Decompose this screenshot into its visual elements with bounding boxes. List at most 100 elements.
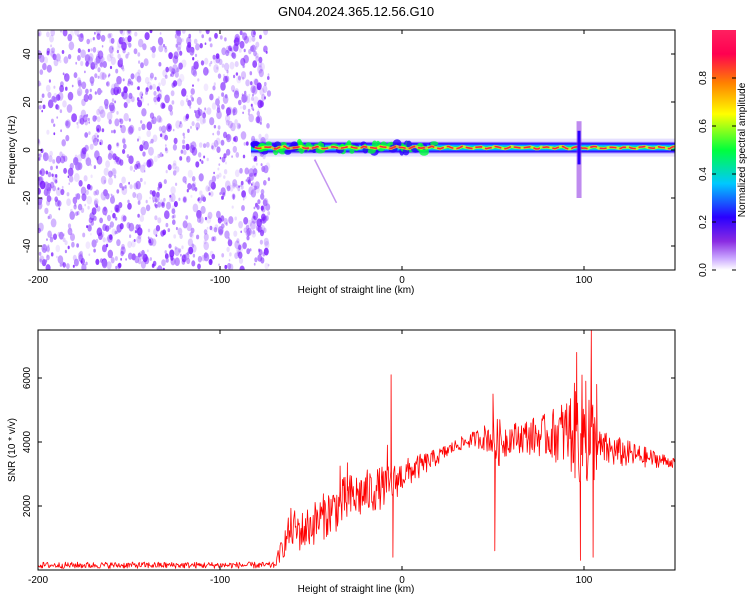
noise-blob: [157, 186, 160, 191]
noise-blob: [71, 84, 74, 88]
noise-blob: [171, 100, 175, 105]
noise-blob: [162, 69, 168, 78]
noise-blob: [97, 50, 104, 60]
noise-blob: [250, 103, 253, 107]
noise-blob: [256, 82, 262, 91]
y-tick-label: 4000: [22, 430, 33, 453]
band-ridge: [254, 145, 675, 150]
noise-blob: [108, 225, 112, 230]
noise-blob: [46, 50, 50, 56]
noise-blob: [157, 36, 164, 46]
noise-blob: [38, 153, 42, 158]
noise-blob: [91, 218, 94, 222]
noise-blob: [219, 35, 223, 40]
noise-blob: [47, 99, 54, 109]
noise-blob: [96, 227, 103, 237]
noise-blob: [50, 118, 54, 124]
noise-blob: [191, 260, 196, 267]
noise-blob: [77, 252, 83, 260]
noise-blob: [100, 34, 106, 42]
noise-blob: [255, 55, 260, 62]
noise-blob: [242, 32, 248, 41]
noise-blob: [107, 152, 113, 161]
noise-blob: [252, 93, 254, 97]
noise-blob: [106, 81, 110, 87]
noise-blob: [109, 221, 114, 228]
noise-blob: [128, 181, 131, 185]
noise-blob: [160, 102, 165, 109]
noise-blob: [159, 32, 162, 35]
noise-blob: [241, 190, 247, 198]
noise-blob: [189, 47, 195, 56]
noise-blob: [56, 104, 60, 111]
noise-blob: [256, 204, 260, 210]
noise-blob: [168, 104, 173, 112]
noise-blob: [204, 107, 207, 111]
noise-blob: [220, 187, 226, 196]
noise-blob: [244, 167, 250, 175]
noise-blob: [234, 252, 239, 259]
noise-blob: [136, 192, 143, 202]
noise-blob: [191, 97, 195, 102]
noise-blob: [46, 31, 50, 38]
noise-blob: [194, 53, 198, 58]
noise-blob: [86, 183, 91, 190]
noise-blob: [236, 75, 242, 84]
noise-blob: [127, 83, 129, 86]
noise-blob: [61, 138, 66, 146]
noise-blob: [206, 30, 209, 33]
noise-blob: [144, 76, 150, 85]
noise-blob: [231, 155, 233, 158]
noise-blob: [85, 88, 89, 95]
noise-blob: [55, 155, 62, 164]
noise-blob: [110, 196, 115, 204]
noise-blob: [256, 110, 260, 117]
noise-blob: [121, 41, 127, 51]
band-tail: [313, 159, 338, 204]
noise-blob: [192, 203, 199, 213]
noise-blob: [177, 33, 180, 37]
noise-blob: [118, 118, 122, 123]
figure-title: GN04.2024.365.12.56.G10: [278, 4, 434, 19]
noise-blob: [176, 78, 182, 87]
noise-blob: [172, 80, 178, 87]
noise-blob: [242, 63, 246, 69]
noise-blob: [114, 230, 117, 235]
noise-blob: [209, 250, 214, 257]
noise-blob: [242, 93, 248, 103]
noise-blob: [184, 181, 187, 185]
noise-blob: [98, 105, 104, 115]
noise-blob: [191, 147, 198, 156]
noise-blob: [173, 137, 178, 145]
noise-blob: [250, 81, 253, 86]
noise-blob: [171, 67, 176, 75]
snr-x-label: Height of straight line (km): [298, 584, 415, 595]
noise-blob: [119, 182, 123, 189]
noise-blob: [45, 170, 49, 175]
noise-blob: [257, 65, 263, 74]
noise-blob: [116, 239, 121, 247]
noise-blob: [178, 248, 182, 253]
noise-blob: [187, 183, 192, 190]
noise-blob: [61, 50, 65, 54]
noise-blob: [241, 94, 247, 103]
noise-blob: [221, 253, 225, 258]
noise-blob: [257, 109, 260, 112]
noise-blob: [70, 208, 73, 213]
noise-blob: [199, 115, 205, 125]
noise-blob: [133, 48, 138, 55]
noise-blob: [67, 167, 74, 177]
noise-blob: [95, 203, 98, 208]
noise-blob: [140, 164, 146, 173]
noise-blob: [256, 218, 263, 227]
y-tick-label: 40: [22, 48, 33, 60]
noise-blob: [157, 265, 163, 270]
noise-blob: [216, 174, 220, 179]
noise-blob: [182, 132, 185, 137]
noise-blob: [173, 214, 176, 219]
noise-blob: [260, 189, 265, 195]
noise-blob: [139, 215, 145, 222]
noise-blob: [102, 244, 107, 253]
noise-blob: [73, 156, 79, 166]
noise-blob: [101, 45, 104, 48]
